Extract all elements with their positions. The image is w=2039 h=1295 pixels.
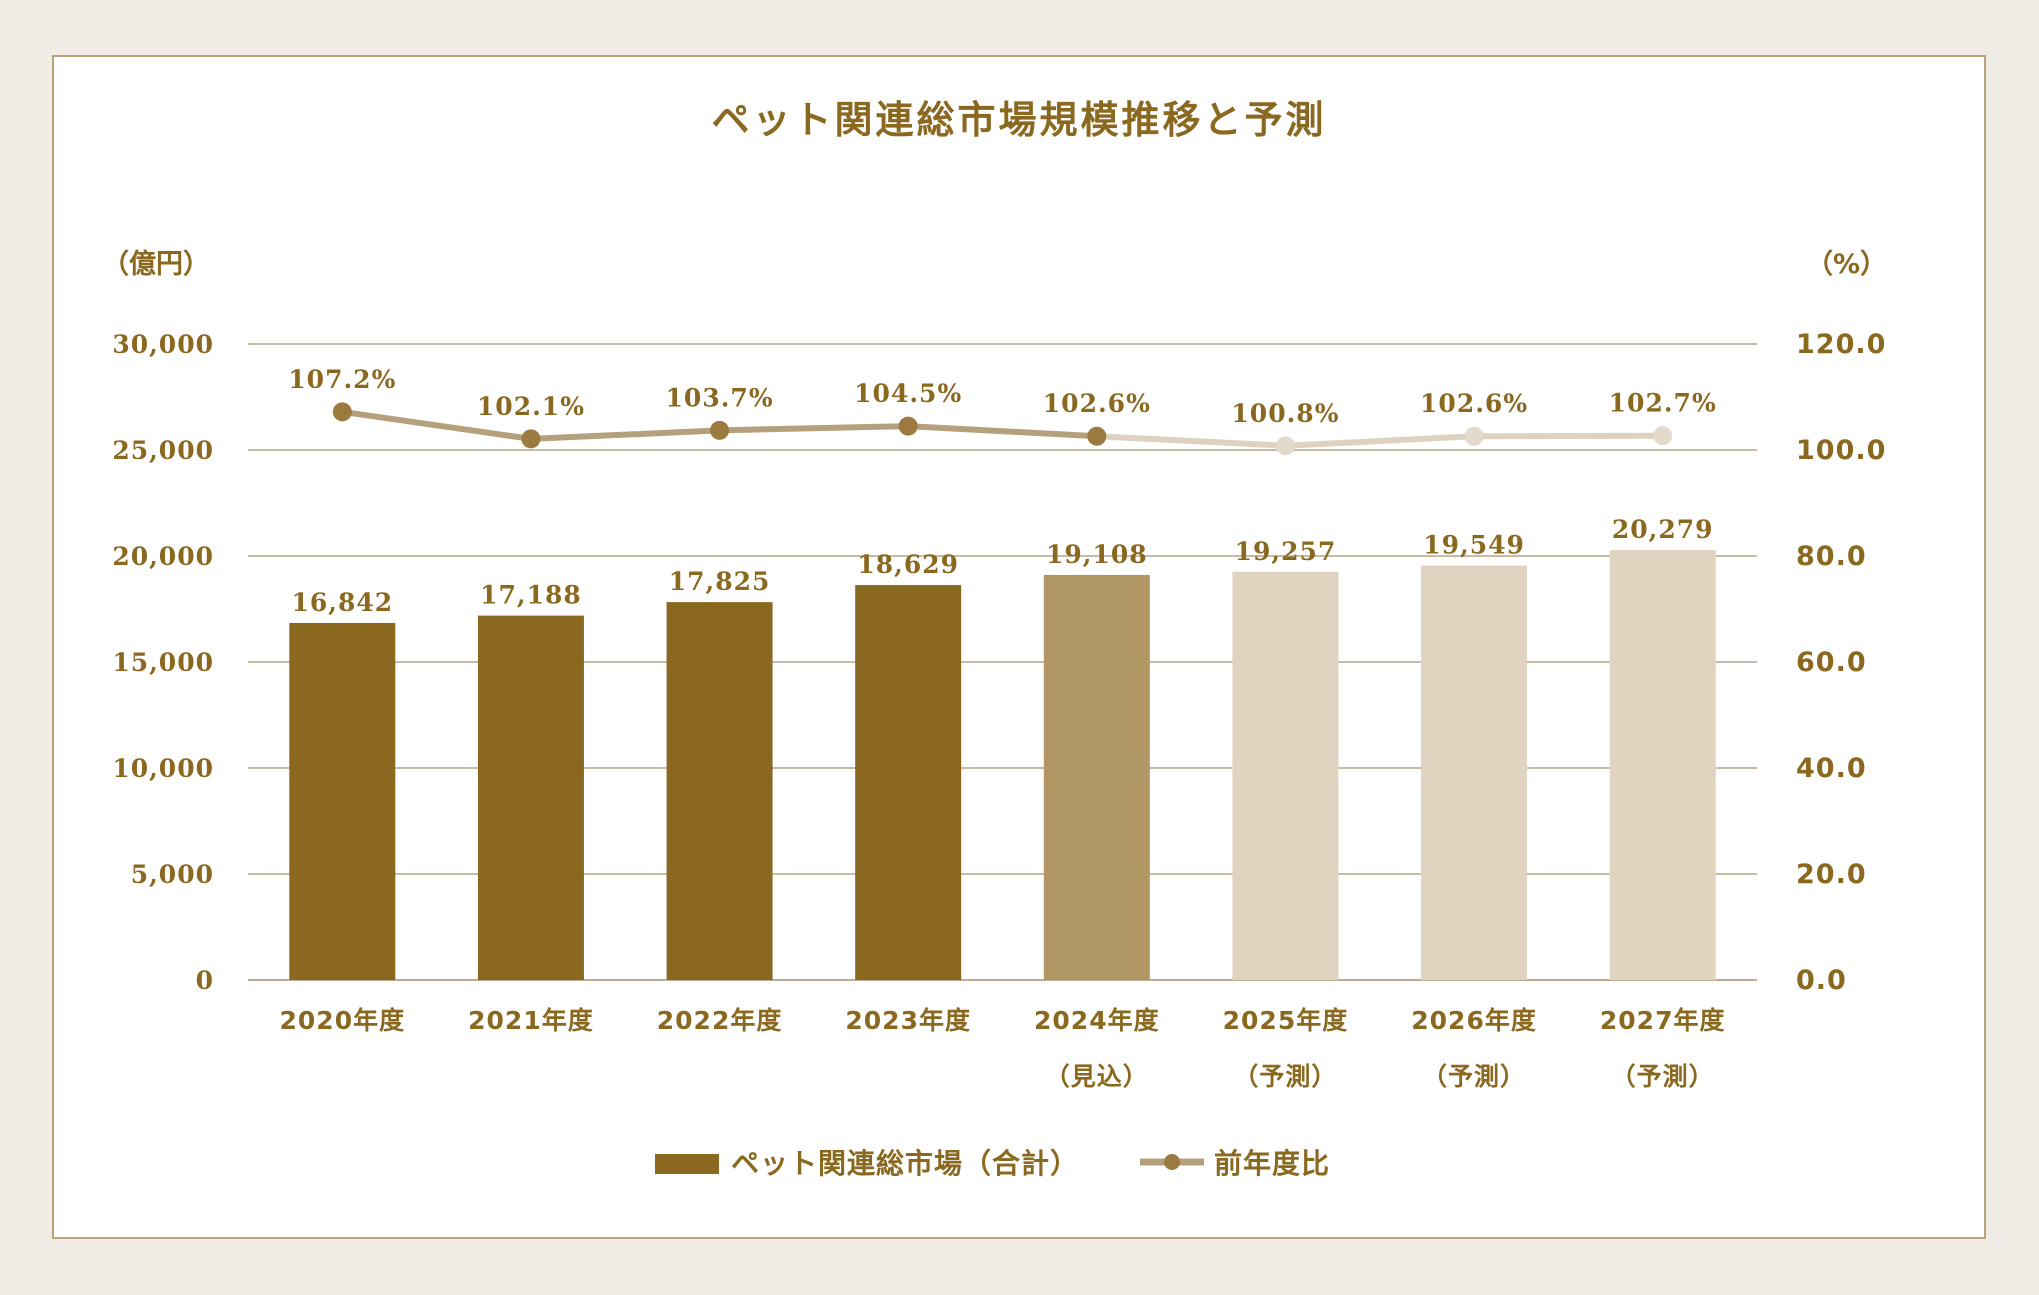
category-sublabel: （見込） (1045, 1062, 1149, 1091)
bar-value-label: 18,629 (857, 550, 959, 579)
category-label: 2021年度 (468, 1006, 594, 1035)
left-axis-ticks: 0 5,000 10,000 15,000 20,000 25,000 30,000 (112, 330, 214, 995)
right-tick-label: 20.0 (1796, 859, 1867, 890)
left-tick-label: 15,000 (112, 648, 214, 677)
ratio-value-label: 102.7% (1609, 389, 1717, 418)
category-label: 2025年度 (1223, 1006, 1349, 1035)
category-label: 2022年度 (657, 1006, 783, 1035)
bar (1609, 550, 1716, 980)
right-tick-label: 60.0 (1796, 647, 1867, 678)
bar-value-label: 17,188 (480, 581, 582, 610)
legend-bar-label: ペット関連総市場（合計） (731, 1147, 1079, 1180)
ratio-data-labels: 107.2% 102.1% 103.7% 104.5% 102.6% 100.8% 102.… (288, 365, 1717, 428)
left-tick-label: 25,000 (112, 436, 214, 465)
bar-value-label: 17,825 (669, 567, 771, 596)
right-tick-label: 120.0 (1796, 329, 1886, 360)
left-tick-label: 20,000 (112, 542, 214, 571)
category-label: 2027年度 (1600, 1006, 1726, 1035)
legend-line-label: 前年度比 (1214, 1147, 1330, 1180)
chart-title: ペット関連総市場規模推移と予測 (711, 98, 1326, 142)
gridlines (248, 343, 1757, 981)
bar-value-label: 16,842 (291, 588, 393, 617)
ratio-value-label: 102.6% (1420, 389, 1528, 418)
category-label: 2023年度 (845, 1006, 971, 1035)
ratio-value-label: 107.2% (288, 365, 396, 394)
right-axis-ticks: 0.0 20.0 40.0 60.0 80.0 100.0 120.0 (1796, 329, 1886, 996)
ratio-line-segment (1093, 433, 1289, 449)
ratio-line-segment (716, 423, 912, 434)
ratio-point (1275, 436, 1295, 456)
ratio-line-segment (339, 408, 534, 442)
ratio-point (332, 402, 352, 422)
bar-value-label: 20,279 (1612, 515, 1714, 544)
ratio-value-label: 104.5% (854, 379, 962, 408)
category-label: 2020年度 (280, 1006, 406, 1035)
ratio-line-segment (905, 423, 1100, 440)
bar (1232, 571, 1339, 980)
category-axis-labels: 2020年度 2021年度 2022年度 2023年度 2024年度 （見込） 2025年度… (280, 1006, 1726, 1091)
right-axis-unit: （%） (1806, 249, 1887, 280)
bar-value-label: 19,549 (1423, 531, 1525, 560)
ratio-value-label: 100.8% (1231, 399, 1339, 428)
ratio-point (1464, 426, 1484, 446)
ratio-line-segment (1471, 432, 1666, 440)
right-tick-label: 100.0 (1796, 435, 1886, 466)
bar (289, 622, 396, 980)
left-axis-unit: （億円） (102, 249, 210, 280)
category-label: 2026年度 (1411, 1006, 1537, 1035)
left-tick-label: 0 (196, 966, 214, 995)
right-tick-label: 80.0 (1796, 541, 1867, 572)
legend: ペット関連総市場（合計） 前年度比 (655, 1147, 1330, 1180)
ratio-line-series (332, 402, 1673, 456)
bar (1043, 574, 1150, 980)
bar (666, 602, 773, 980)
ratio-value-label: 103.7% (666, 383, 774, 412)
right-tick-label: 0.0 (1796, 965, 1847, 996)
ratio-line-segment (527, 427, 723, 442)
bar (1421, 565, 1528, 980)
bar-series (289, 550, 1716, 980)
bar-data-labels: 16,842 17,188 17,825 18,629 19,108 19,257 19,5… (291, 515, 1714, 617)
legend-bar-swatch (655, 1154, 719, 1174)
left-tick-label: 10,000 (112, 754, 214, 783)
category-sublabel: （予測） (1611, 1062, 1715, 1091)
category-sublabel: （予測） (1233, 1062, 1337, 1091)
ratio-line-segment (1282, 433, 1478, 449)
category-label: 2024年度 (1034, 1006, 1160, 1035)
ratio-point (521, 429, 541, 449)
bar-value-label: 19,257 (1235, 537, 1337, 566)
ratio-point (710, 420, 730, 440)
ratio-point (898, 416, 918, 436)
ratio-value-label: 102.1% (477, 392, 585, 421)
bar (477, 615, 584, 980)
right-tick-label: 40.0 (1796, 753, 1867, 784)
ratio-point (1653, 426, 1673, 446)
category-sublabel: （予測） (1422, 1062, 1526, 1091)
bar (855, 585, 962, 980)
left-tick-label: 5,000 (131, 860, 214, 889)
ratio-point (1087, 426, 1107, 446)
legend-line-marker (1164, 1154, 1180, 1170)
left-tick-label: 30,000 (112, 330, 214, 359)
ratio-value-label: 102.6% (1043, 389, 1151, 418)
bar-value-label: 19,108 (1046, 540, 1148, 569)
